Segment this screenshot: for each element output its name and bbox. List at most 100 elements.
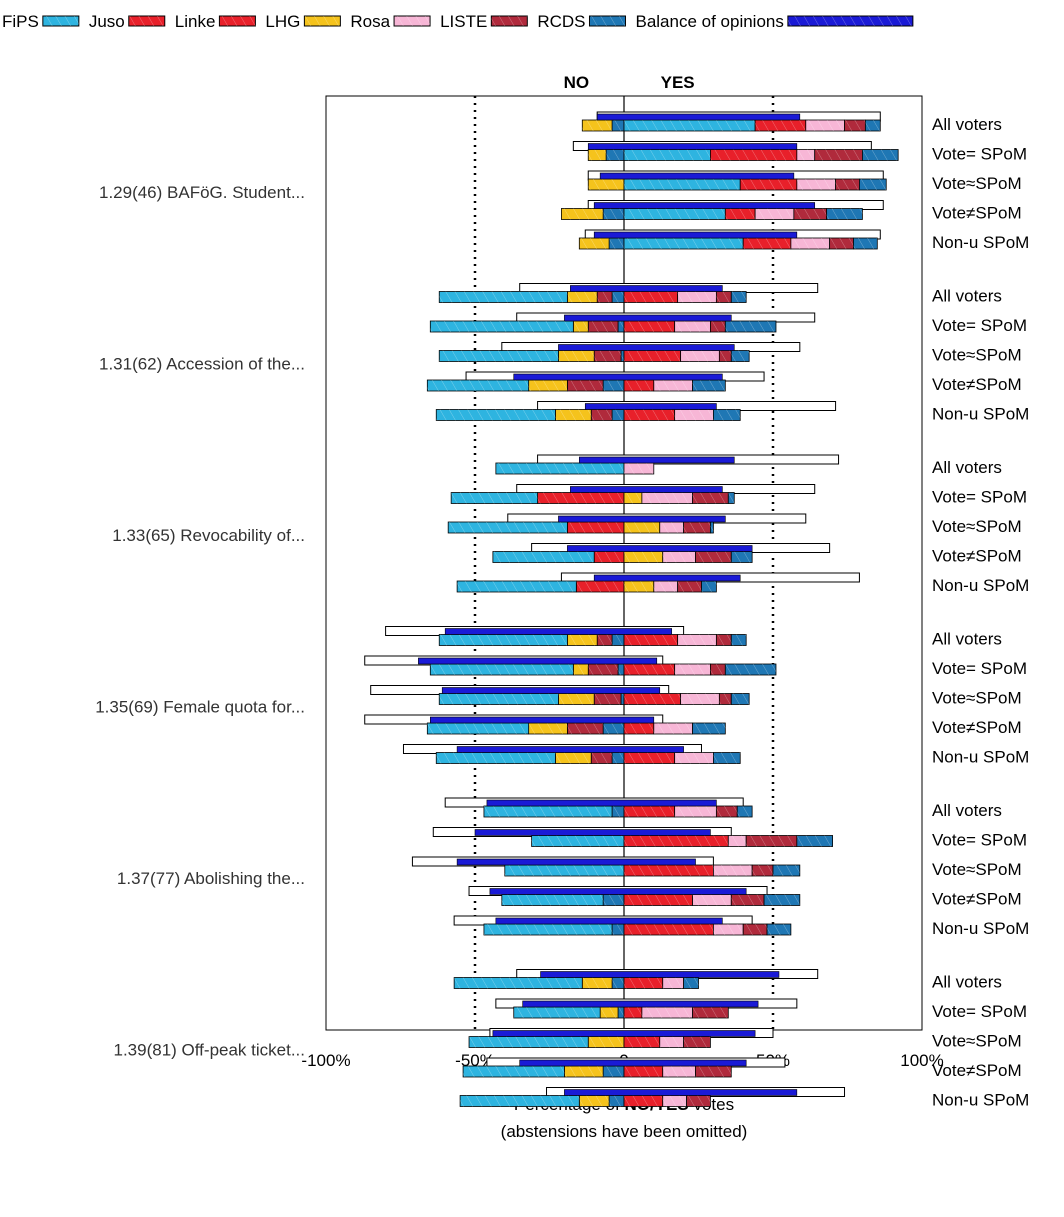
- yes-bar-hatch: [653, 581, 678, 592]
- yes-bar-hatch: [710, 149, 797, 161]
- no-bar-hatch: [612, 120, 624, 131]
- row-label: Vote≠SPoM: [932, 547, 1022, 566]
- yes-bar-hatch: [624, 1066, 663, 1077]
- no-bar-hatch: [612, 924, 624, 935]
- yes-bar-hatch: [624, 806, 675, 817]
- no-bar-hatch: [555, 409, 592, 421]
- no-bar-hatch: [436, 409, 556, 421]
- no-bar-hatch: [567, 723, 604, 734]
- yes-bar-hatch: [624, 1007, 642, 1018]
- legend-swatch-hatch: [787, 16, 913, 26]
- no-bar-hatch: [439, 350, 559, 362]
- no-bar-hatch: [469, 1036, 589, 1048]
- no-bar-hatch: [612, 977, 624, 989]
- yes-bar-hatch: [641, 1007, 693, 1018]
- legend-swatch-hatch: [42, 16, 79, 26]
- no-bar-hatch: [430, 321, 574, 332]
- row-label: Vote= SPoM: [932, 145, 1027, 164]
- yes-bar-hatch: [725, 321, 776, 332]
- question-label: 1.39(81) Off-peak ticket...: [114, 1041, 306, 1060]
- question-label: 1.35(69) Female quota for...: [95, 698, 305, 717]
- yes-bar-hatch: [624, 208, 726, 220]
- no-bar-hatch: [597, 291, 613, 303]
- no-bar-hatch: [588, 664, 619, 675]
- yes-bar-hatch: [624, 380, 654, 391]
- yes-bar-hatch: [710, 522, 714, 533]
- yes-bar-hatch: [683, 1036, 711, 1048]
- yes-bar-hatch: [624, 723, 654, 734]
- no-bar-hatch: [573, 321, 589, 332]
- no-bar-hatch: [439, 693, 559, 705]
- no-bar-hatch: [579, 238, 610, 249]
- x-tick-label: -100%: [301, 1051, 350, 1070]
- balance-bar: [429, 716, 655, 724]
- no-bar-hatch: [555, 752, 592, 764]
- no-bar-hatch: [603, 894, 624, 906]
- no-bar-hatch: [594, 551, 624, 563]
- no-bar-hatch: [612, 752, 624, 764]
- legend-label: Juso: [89, 12, 125, 31]
- yes-bar-hatch: [731, 291, 747, 303]
- yes-bar-hatch: [659, 522, 684, 533]
- no-bar-hatch: [606, 149, 624, 161]
- yes-label: YES: [661, 73, 695, 92]
- row-label: Vote≈SPoM: [932, 860, 1022, 879]
- balance-bar: [593, 202, 816, 209]
- yes-bar-hatch: [695, 1066, 732, 1077]
- yes-bar-hatch: [624, 179, 741, 190]
- no-bar-hatch: [561, 208, 604, 220]
- legend: FiPS Juso Linke LHG Rosa LISTE RCDS Balance of …: [2, 12, 914, 31]
- no-bar-hatch: [612, 806, 624, 817]
- question-label: 1.29(46) BAFöG. Student...: [99, 183, 305, 202]
- balance-bar: [513, 373, 723, 381]
- balance-bar: [474, 829, 711, 836]
- balance-bar: [495, 917, 723, 925]
- yes-bar-hatch: [674, 664, 711, 675]
- no-bar-hatch: [588, 149, 607, 161]
- balance-bar: [540, 971, 780, 978]
- yes-bar-hatch: [710, 321, 726, 332]
- row-label: All voters: [932, 973, 1002, 992]
- yes-bar-hatch: [662, 1095, 687, 1107]
- no-bar-hatch: [460, 1095, 580, 1107]
- yes-bar-hatch: [662, 551, 696, 563]
- no-bar-hatch: [439, 634, 568, 646]
- yes-bar-hatch: [624, 634, 678, 646]
- no-bar-hatch: [603, 723, 624, 734]
- row-label: Non-u SPoM: [932, 405, 1029, 424]
- row-label: Vote≠SPoM: [932, 1061, 1022, 1080]
- yes-bar-hatch: [624, 924, 714, 935]
- yes-bar-hatch: [719, 350, 732, 362]
- yes-bar-hatch: [728, 835, 747, 847]
- yes-bar-hatch: [796, 835, 833, 847]
- balance-bar: [522, 1000, 759, 1008]
- yes-bar-hatch: [624, 664, 675, 675]
- legend-swatch-hatch: [394, 16, 431, 26]
- yes-bar-hatch: [624, 350, 681, 362]
- no-bar-hatch: [600, 1007, 619, 1018]
- no-bar-hatch: [531, 835, 624, 847]
- yes-bar-hatch: [692, 894, 732, 906]
- balance-bar: [492, 1030, 756, 1037]
- no-bar-hatch: [558, 350, 595, 362]
- row-label: Vote≈SPoM: [932, 346, 1022, 365]
- yes-bar-hatch: [829, 238, 854, 249]
- no-bar-hatch: [448, 522, 568, 533]
- no-bar-hatch: [528, 723, 568, 734]
- yes-bar-hatch: [624, 894, 693, 906]
- yes-bar-hatch: [677, 291, 717, 303]
- no-bar-hatch: [621, 350, 624, 362]
- no-bar-hatch: [567, 380, 604, 391]
- no-bar-hatch: [427, 380, 529, 391]
- yes-bar-hatch: [624, 581, 654, 592]
- yes-bar-hatch: [677, 581, 702, 592]
- yes-bar-hatch: [624, 120, 756, 131]
- row-label: Vote≈SPoM: [932, 689, 1022, 708]
- no-bar-hatch: [567, 522, 624, 533]
- balance-bar: [519, 1059, 747, 1067]
- yes-bar-hatch: [853, 238, 878, 249]
- yes-bar-hatch: [731, 894, 765, 906]
- row-label: All voters: [932, 801, 1002, 820]
- yes-bar-hatch: [743, 924, 768, 935]
